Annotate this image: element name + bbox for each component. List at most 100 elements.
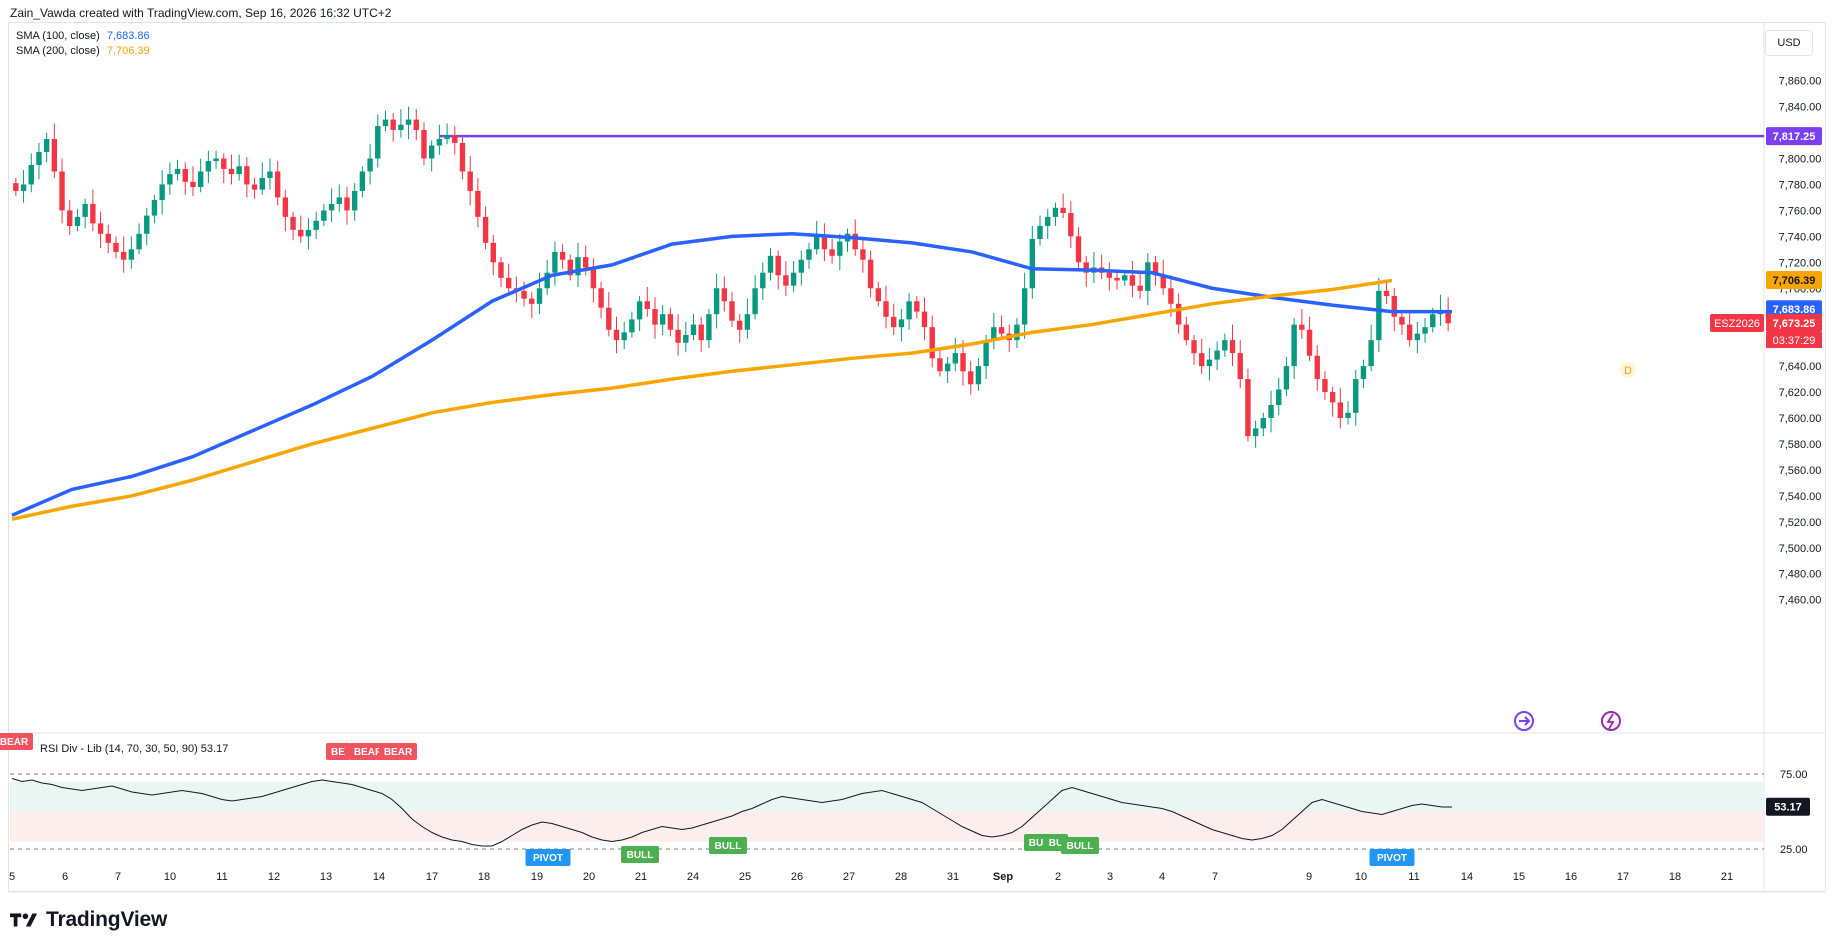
candle-body: [998, 327, 1005, 334]
currency-button[interactable]: USD: [1765, 30, 1813, 56]
candle-body: [629, 319, 635, 333]
y-tick-label: 7,540.00: [1779, 491, 1822, 503]
lightning-icon: [1606, 713, 1615, 730]
candle-body: [1445, 310, 1451, 324]
candle-body: [521, 290, 527, 299]
candle-body: [1299, 324, 1305, 330]
candle-body: [197, 171, 204, 188]
candle-body: [475, 190, 481, 217]
candle-body: [1376, 290, 1382, 341]
candle-body: [606, 307, 612, 330]
y-tick-label: 7,800.00: [1779, 154, 1822, 166]
candle-body: [405, 119, 412, 125]
candle-body: [298, 229, 304, 237]
y-tick-label: 7,500.00: [1779, 543, 1822, 555]
y-tick-label: 7,620.00: [1779, 387, 1822, 399]
tradingview-brand: TradingView: [46, 908, 168, 931]
legend-sma100-value: 7,683.86: [106, 30, 150, 42]
candle-body: [267, 171, 273, 178]
y-tick-label: 7,740.00: [1779, 231, 1822, 243]
candle-body: [113, 242, 119, 252]
candle-body: [1083, 262, 1089, 273]
candle-body: [452, 135, 458, 143]
candle-body: [351, 190, 358, 211]
candle-body: [1306, 329, 1313, 356]
legend-sma200-value: 7,706.39: [106, 45, 150, 57]
rsi-signal-badge: [1024, 834, 1048, 851]
level-price-tag: [1766, 127, 1822, 146]
candle-body: [359, 171, 366, 191]
candle-body: [1137, 285, 1143, 291]
candle-body: [336, 197, 342, 204]
candle-body: [228, 168, 235, 175]
lightning-icon: [1601, 711, 1621, 731]
candle-body: [20, 184, 27, 191]
candle-body: [1260, 418, 1267, 429]
rsi-signal-badge: [379, 743, 417, 760]
y-tick-label: 7,760.00: [1779, 205, 1822, 217]
legend-sma200[interactable]: SMA (200, close) 7,706.39: [16, 45, 150, 57]
candle-body: [428, 145, 435, 159]
candle-body: [328, 203, 335, 211]
tradingview-logo[interactable]: TradingView: [10, 908, 167, 932]
countdown-text: 03:37:29: [1773, 335, 1816, 347]
rsi-indicator-label: RSI Div - Lib (14, 70, 30, 50, 90) 53.17: [40, 743, 228, 755]
candle-body: [467, 171, 473, 191]
candle-body: [274, 171, 281, 198]
countdown-tag: [1766, 331, 1822, 348]
candle-body: [798, 259, 804, 273]
y-tick-label: 7,480.00: [1779, 569, 1822, 581]
candle-body: [1406, 324, 1413, 341]
candle-body: [1129, 275, 1136, 286]
candle-body: [660, 314, 666, 325]
candle-body: [698, 324, 704, 341]
candle-body: [74, 216, 81, 226]
candle-body: [1391, 296, 1397, 317]
candle-body: [1399, 316, 1405, 325]
candle-body: [105, 233, 111, 243]
rsi-tick-label: 25.00: [1780, 844, 1808, 856]
rsi-value-tag: [1766, 797, 1810, 816]
candle-body: [937, 358, 943, 372]
candle-body: [444, 135, 450, 140]
rsi-signal-label: BULL: [1067, 841, 1094, 852]
candle-body: [829, 249, 835, 256]
rsi-signal-badge: [621, 846, 659, 863]
sma200-line: [11, 278, 1393, 521]
candle-body: [1360, 366, 1367, 380]
candle-body: [1122, 275, 1128, 281]
legend-sma100[interactable]: SMA (100, close) 7,683.86: [16, 30, 150, 42]
candle-body: [1052, 207, 1059, 217]
dividend-marker: [1620, 362, 1636, 378]
symbol-text: ESZ2026: [1714, 318, 1760, 330]
candle-body: [1229, 340, 1236, 354]
candle-body: [120, 251, 127, 260]
legend-sma100-label: SMA (100, close): [16, 30, 100, 42]
candle-body: [529, 298, 535, 304]
candle-body: [1214, 350, 1220, 360]
candle-body: [683, 334, 689, 343]
x-tick-label: 21: [1721, 871, 1733, 883]
sma100-price-text: 7,683.86: [1773, 304, 1816, 316]
rsi-signal-badge: [326, 743, 350, 760]
y-tick-label: 7,720.00: [1779, 257, 1822, 269]
candle-body: [544, 272, 550, 289]
candle-body: [767, 255, 774, 273]
candle-body: [837, 241, 843, 256]
candle-body: [867, 259, 874, 289]
x-tick-label: 16: [1565, 871, 1577, 883]
rsi-signal-label: BEAR: [384, 747, 413, 758]
candle-body: [282, 197, 289, 217]
candle-body: [1314, 355, 1320, 380]
candle-body: [313, 220, 319, 230]
sma200-price-text: 7,706.39: [1773, 275, 1816, 287]
candle-body: [744, 314, 751, 330]
rsi-signal-label: BEAR: [0, 737, 29, 748]
x-tick-label: 17: [1617, 871, 1629, 883]
x-tick-label: 12: [268, 871, 280, 883]
candle-body: [382, 119, 389, 127]
candle-body: [167, 174, 173, 185]
candle-body: [1276, 389, 1282, 406]
candle-body: [151, 200, 158, 216]
